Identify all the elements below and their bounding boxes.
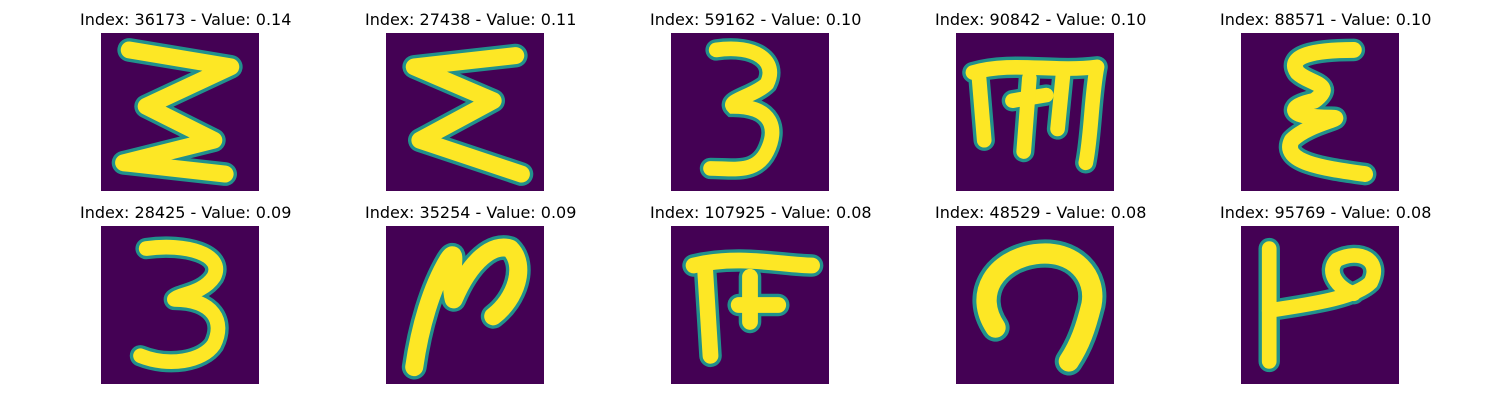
panel-title: Index: 59162 - Value: 0.10 bbox=[650, 10, 862, 29]
panel-title: Index: 95769 - Value: 0.08 bbox=[1220, 203, 1432, 222]
panel-title: Index: 88571 - Value: 0.10 bbox=[1220, 10, 1432, 29]
panel-title: Index: 28425 - Value: 0.09 bbox=[80, 203, 292, 222]
panel-title: Index: 90842 - Value: 0.10 bbox=[935, 10, 1147, 29]
digit-image bbox=[671, 33, 829, 191]
panel-title: Index: 48529 - Value: 0.08 bbox=[935, 203, 1147, 222]
digit-image bbox=[101, 226, 259, 384]
panel-title: Index: 36173 - Value: 0.14 bbox=[80, 10, 292, 29]
digit-image bbox=[1241, 226, 1399, 384]
digit-image bbox=[956, 226, 1114, 384]
digit-image bbox=[386, 226, 544, 384]
digit-image bbox=[386, 33, 544, 191]
digit-image bbox=[1241, 33, 1399, 191]
digit-image bbox=[956, 33, 1114, 191]
panel-title: Index: 35254 - Value: 0.09 bbox=[365, 203, 577, 222]
panel-title: Index: 27438 - Value: 0.11 bbox=[365, 10, 577, 29]
digit-image bbox=[101, 33, 259, 191]
panel-title: Index: 107925 - Value: 0.08 bbox=[650, 203, 872, 222]
digit-image bbox=[671, 226, 829, 384]
